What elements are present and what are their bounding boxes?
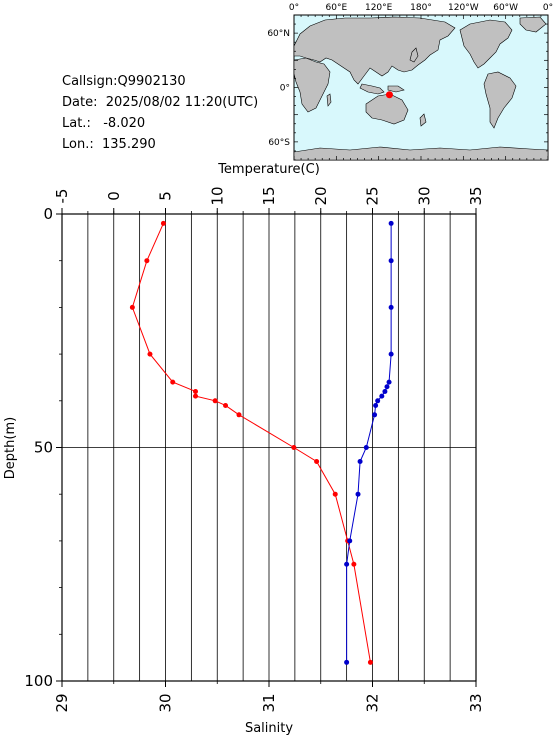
temperature-profile-line	[131, 223, 371, 663]
lon-value: 135.290	[102, 137, 156, 152]
temperature-point	[129, 304, 135, 310]
map-lon-label: 0°	[543, 3, 553, 13]
salinity-point	[382, 388, 388, 394]
salinity-point	[347, 538, 353, 544]
map-lon-label: 0°	[289, 3, 299, 13]
map-lat-label: 60°S	[268, 138, 290, 148]
depth-tick-label: 100	[24, 672, 53, 690]
salinity-point	[384, 384, 390, 390]
salinity-point	[373, 402, 379, 408]
chart-grid	[62, 214, 476, 681]
depth-axis: 0 50 100	[24, 205, 62, 690]
temperature-point	[236, 412, 242, 418]
salinity-point	[357, 459, 363, 465]
salinity-tick-label: 31	[260, 693, 278, 712]
temperature-axis: -5 0 5 10 15 20 25 30 35	[53, 186, 485, 214]
map-lat-label: 0°	[280, 84, 290, 94]
land-south-america	[483, 71, 517, 129]
temperature-point	[212, 398, 218, 404]
temperature-point	[332, 491, 338, 497]
salinity-point	[388, 304, 394, 310]
temperature-tick-label: -5	[53, 189, 71, 204]
land-greenland	[519, 16, 547, 33]
callsign-value: Q9902130	[117, 74, 186, 89]
temperature-point	[314, 459, 320, 465]
temperature-point	[193, 393, 199, 399]
date-label: Date:	[62, 95, 98, 110]
map-lon-label: 120°W	[448, 3, 479, 13]
temperature-point	[223, 402, 229, 408]
lat-line: Lat.: -8.020	[62, 116, 145, 131]
depth-tick-label: 0	[43, 205, 53, 223]
depth-axis-label: Depth(m)	[3, 417, 18, 479]
map-lon-label: 120°E	[365, 3, 393, 13]
lat-value: -8.020	[103, 116, 146, 131]
salinity-point	[355, 491, 361, 497]
temperature-point	[351, 561, 357, 567]
salinity-tick-label: 30	[157, 693, 175, 712]
salinity-tick-label: 29	[53, 693, 71, 712]
land-new-guinea	[387, 85, 405, 93]
salinity-axis-label: Salinity	[245, 721, 293, 736]
date-line: Date: 2025/08/02 11:20(UTC)	[62, 95, 258, 110]
temperature-tick-label: 0	[105, 191, 123, 201]
callsign-line: Callsign:Q9902130	[62, 74, 186, 89]
land-madagascar	[326, 93, 332, 107]
salinity-point	[363, 445, 369, 450]
salinity-point	[386, 379, 392, 385]
temperature-tick-label: 15	[260, 186, 278, 205]
map-lon-label: 60°E	[326, 3, 348, 13]
temperature-tick-label: 35	[467, 186, 485, 205]
date-value: 2025/08/02 11:20(UTC)	[105, 95, 259, 110]
salinity-profile-line	[346, 223, 392, 663]
salinity-tick-label: 33	[467, 693, 485, 712]
temperature-point	[193, 388, 199, 394]
series-layer	[129, 220, 394, 665]
lon-line: Lon.: 135.290	[62, 137, 156, 152]
land-north-america	[459, 19, 513, 69]
temperature-point	[367, 659, 373, 665]
temperature-point	[291, 445, 297, 450]
salinity-point	[375, 398, 381, 404]
map-land	[293, 16, 549, 161]
salinity-point	[344, 659, 350, 665]
temperature-point	[160, 220, 166, 226]
lat-label: Lat.:	[62, 116, 91, 131]
temperature-tick-label: 10	[208, 186, 226, 205]
location-map: 0° 60°E 120°E 180° 120°W 60°W 0° 60°N 0° 60°S	[267, 3, 553, 161]
salinity-point	[388, 258, 394, 264]
land-japan	[409, 47, 419, 63]
map-lat-label: 60°N	[267, 29, 290, 39]
temperature-point	[144, 258, 150, 264]
temperature-tick-label: 5	[157, 191, 175, 201]
salinity-point	[379, 393, 385, 399]
salinity-point	[388, 220, 394, 226]
land-eurasia	[293, 16, 456, 85]
salinity-point	[344, 561, 350, 567]
land-new-zealand	[419, 113, 427, 127]
salinity-tick-label: 32	[364, 693, 382, 712]
temperature-point	[170, 379, 176, 385]
land-indonesia	[359, 83, 385, 95]
temperature-tick-label: 25	[364, 186, 382, 205]
temperature-axis-label: Temperature(C)	[217, 162, 320, 177]
salinity-point	[372, 412, 378, 418]
map-lon-label: 60°W	[493, 3, 518, 13]
float-location-marker	[385, 91, 393, 99]
land-africa	[293, 57, 331, 113]
temperature-tick-label: 30	[415, 186, 433, 205]
callsign-label: Callsign:	[62, 74, 118, 89]
lon-label: Lon.:	[62, 137, 94, 152]
temperature-tick-label: 20	[312, 186, 330, 205]
salinity-point	[388, 351, 394, 357]
depth-tick-label: 50	[34, 439, 53, 457]
map-lon-label: 180°	[410, 3, 432, 13]
salinity-axis: 29 30 31 32 33	[53, 681, 485, 713]
temperature-point	[147, 351, 153, 357]
